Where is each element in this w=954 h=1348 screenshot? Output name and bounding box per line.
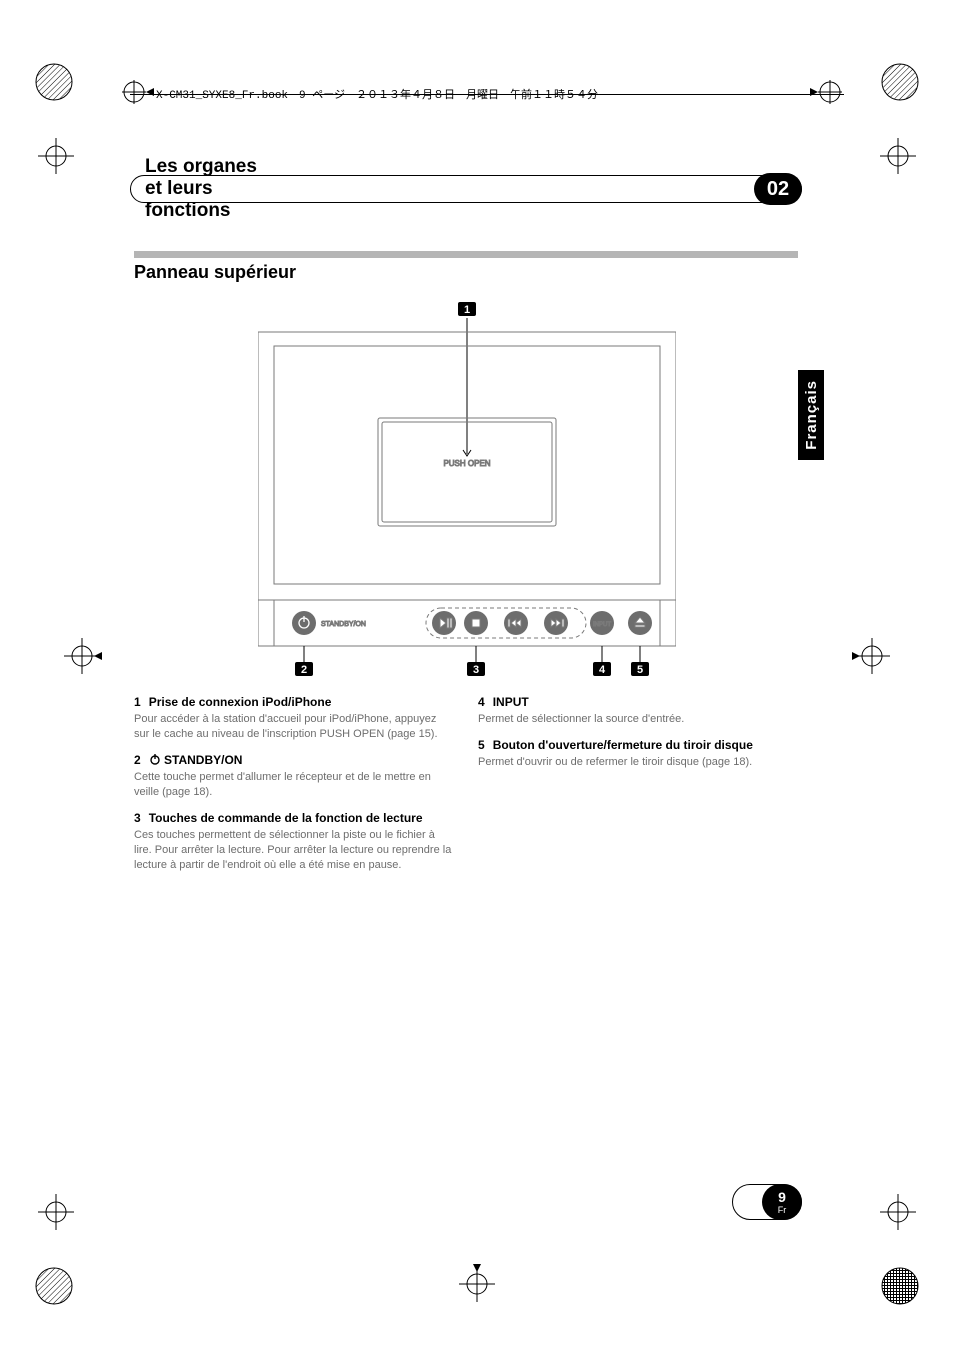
input-button-label: INPUT — [593, 622, 611, 628]
page-number: 9 — [778, 1190, 786, 1204]
page-number-pill: 9 Fr — [732, 1184, 802, 1220]
item-3-body: Ces touches permettent de sélectionner l… — [134, 828, 454, 873]
page-locale: Fr — [778, 1206, 787, 1215]
chapter-header: Les organes et leurs fonctions 02 — [130, 175, 802, 205]
callout-5: 5 — [637, 664, 643, 676]
reg-arrow-top — [120, 78, 156, 106]
reg-mark-left-bot — [40, 1196, 72, 1228]
item-5-body: Permet d'ouvrir ou de refermer le tiroir… — [478, 755, 798, 770]
reg-mark-bottom-center — [461, 1268, 493, 1300]
callout-2: 2 — [301, 664, 307, 676]
item-1-body: Pour accéder à la station d'accueil pour… — [134, 712, 454, 742]
section-title: Panneau supérieur — [134, 262, 296, 283]
reg-mark-left-mid — [66, 640, 98, 672]
callout-4: 4 — [599, 664, 606, 676]
chapter-number-badge: 02 — [754, 173, 802, 205]
item-2-body: Cette touche permet d'allumer le récepte… — [134, 770, 454, 800]
item-2-head: 2 STANDBY/ON — [134, 752, 454, 768]
page-number-ink: 9 Fr — [762, 1184, 802, 1220]
left-column: 1Prise de connexion iPod/iPhone Pour acc… — [134, 694, 454, 882]
chapter-title: Les organes et leurs fonctions — [130, 175, 802, 203]
item-1-head: 1Prise de connexion iPod/iPhone — [134, 694, 454, 710]
corner-hatch-bl — [34, 1266, 74, 1306]
item-4-body: Permet de sélectionner la source d'entré… — [478, 712, 798, 727]
item-4-head: 4INPUT — [478, 694, 798, 710]
corner-hatch-tl — [34, 62, 74, 102]
item-5-head: 5Bouton d'ouverture/fermeture du tiroir … — [478, 737, 798, 753]
language-tab-text: Français — [803, 380, 820, 450]
standby-label: STANDBY/ON — [321, 621, 366, 628]
language-tab: Français — [798, 370, 824, 460]
section-rule — [134, 251, 798, 258]
body-columns: 1Prise de connexion iPod/iPhone Pour acc… — [134, 694, 798, 882]
callout-1: 1 — [464, 304, 470, 316]
reg-mark-left-top — [40, 140, 72, 172]
reg-mark-right-bot — [882, 1196, 914, 1228]
reg-mark-right-mid — [856, 640, 888, 672]
callout-3: 3 — [473, 664, 479, 676]
item-3-head: 3Touches de commande de la fonction de l… — [134, 810, 454, 826]
corner-hatch-tr — [880, 62, 920, 102]
top-panel-diagram: 1 PUSH OPEN STANDBY/ON — [258, 302, 676, 680]
corner-hatch-br — [880, 1266, 920, 1306]
push-open-label: PUSH OPEN — [443, 459, 490, 468]
running-head: X-CM31_SYXE8_Fr.book 9 ページ ２０１３年４月８日 月曜日… — [156, 86, 824, 102]
reg-mark-right-top — [882, 140, 914, 172]
right-column: 4INPUT Permet de sélectionner la source … — [478, 694, 798, 882]
